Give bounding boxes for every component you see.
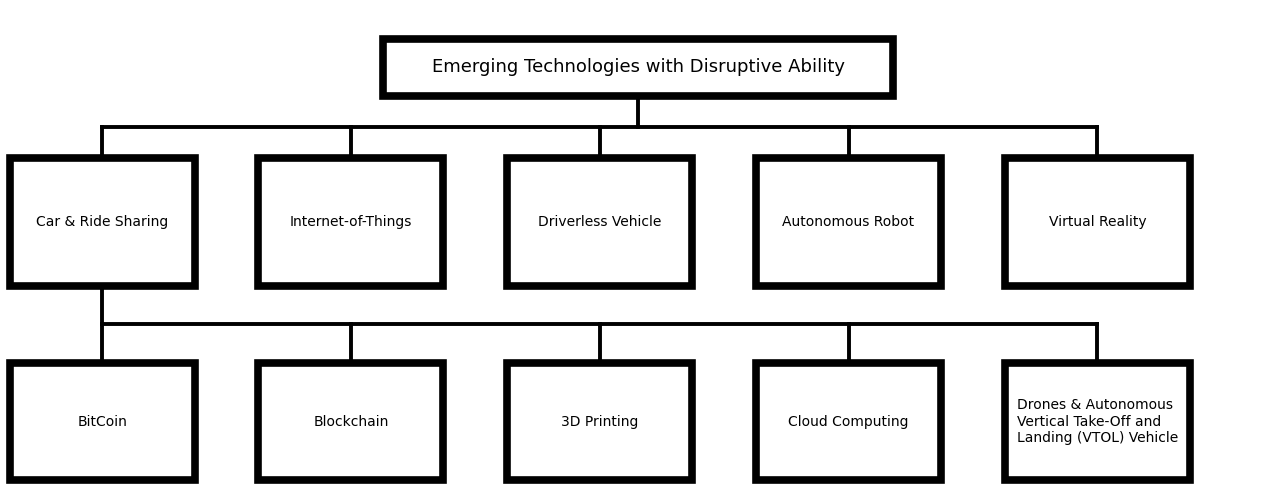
Text: Autonomous Robot: Autonomous Robot	[782, 215, 915, 229]
Text: Emerging Technologies with Disruptive Ability: Emerging Technologies with Disruptive Ab…	[431, 58, 845, 76]
Text: Driverless Vehicle: Driverless Vehicle	[538, 215, 661, 229]
FancyBboxPatch shape	[10, 363, 194, 480]
Text: BitCoin: BitCoin	[77, 415, 128, 429]
FancyBboxPatch shape	[755, 159, 942, 285]
Text: Internet-of-Things: Internet-of-Things	[290, 215, 412, 229]
Text: 3D Printing: 3D Printing	[561, 415, 638, 429]
Text: Drones & Autonomous
Vertical Take-Off and
Landing (VTOL) Vehicle: Drones & Autonomous Vertical Take-Off an…	[1017, 399, 1178, 445]
FancyBboxPatch shape	[10, 159, 194, 285]
FancyBboxPatch shape	[258, 159, 444, 285]
FancyBboxPatch shape	[755, 363, 942, 480]
FancyBboxPatch shape	[507, 363, 692, 480]
Text: Cloud Computing: Cloud Computing	[789, 415, 909, 429]
Text: Car & Ride Sharing: Car & Ride Sharing	[36, 215, 168, 229]
FancyBboxPatch shape	[383, 39, 893, 96]
FancyBboxPatch shape	[258, 363, 444, 480]
Text: Blockchain: Blockchain	[313, 415, 389, 429]
FancyBboxPatch shape	[1005, 363, 1189, 480]
Text: Virtual Reality: Virtual Reality	[1049, 215, 1146, 229]
FancyBboxPatch shape	[507, 159, 692, 285]
FancyBboxPatch shape	[1005, 159, 1189, 285]
